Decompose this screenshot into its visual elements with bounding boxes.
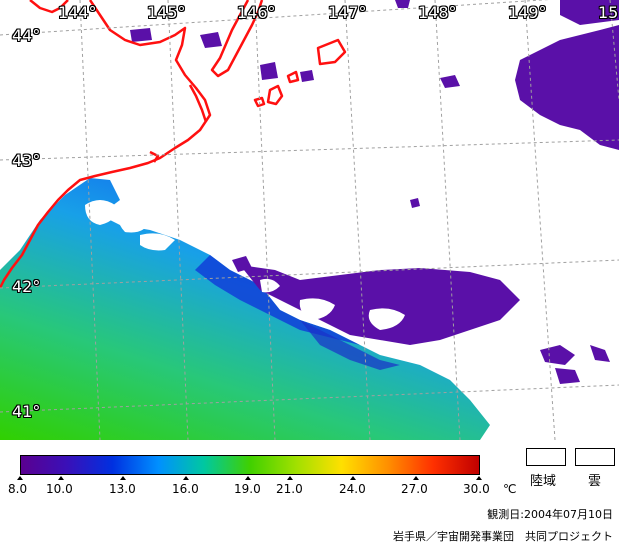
lat-label-44: 44° (12, 26, 41, 45)
colorbar-label: 21.0 (276, 482, 303, 496)
temperature-colorbar (20, 455, 480, 475)
colorbar-tick (350, 476, 356, 480)
sea-cool-band-2 (300, 320, 400, 370)
lon-label-148: 148° (418, 3, 457, 22)
colorbar-label: 16.0 (172, 482, 199, 496)
lat-label-41: 41° (12, 402, 41, 421)
colorbar-label: 8.0 (8, 482, 28, 496)
coastline (0, 0, 347, 289)
graticule (0, 0, 619, 440)
lon-label-146: 146° (237, 3, 276, 22)
cloud-legend-box (575, 448, 615, 466)
colorbar-label: 30.0 (463, 482, 490, 496)
cloud-legend-label: 雲 (588, 474, 602, 489)
lat-label-43: 43° (12, 151, 41, 170)
lat-label-42: 42° (12, 277, 41, 296)
cloud-gap (140, 233, 175, 251)
colorbar-tick (476, 476, 482, 480)
sea-temperature-area (0, 178, 490, 440)
lon-label-150: 15 (598, 3, 619, 22)
credit-text: 岩手県／宇宙開発事業団 共同プロジェクト (393, 530, 613, 543)
cloud-gap (85, 200, 116, 225)
lon-label-144: 144° (58, 3, 97, 22)
lon-label-147: 147° (328, 3, 367, 22)
colorbar-tick (245, 476, 251, 480)
colorbar-tick (287, 476, 293, 480)
cold-water-patches (130, 0, 619, 384)
colorbar-unit: ℃ (503, 482, 517, 496)
colorbar-label: 19.0 (234, 482, 261, 496)
observation-date: 観測日:2004年07月10日 (487, 508, 613, 521)
colorbar-label: 27.0 (401, 482, 428, 496)
colorbar-tick (17, 476, 23, 480)
colorbar-tick (120, 476, 126, 480)
lon-label-145: 145° (147, 3, 186, 22)
colorbar-label: 10.0 (46, 482, 73, 496)
colorbar-tick (58, 476, 64, 480)
land-legend-label: 陸域 (530, 474, 557, 489)
colorbar-tick (183, 476, 189, 480)
colorbar-label: 13.0 (109, 482, 136, 496)
colorbar-label: 24.0 (339, 482, 366, 496)
land-legend-box (526, 448, 566, 466)
cloud-gap (118, 208, 150, 233)
cloud-holes (260, 278, 405, 330)
sst-map: 144° 145° 146° 147° 148° 149° 15 44° 43°… (0, 0, 619, 440)
colorbar-tick (413, 476, 419, 480)
lon-label-149: 149° (508, 3, 547, 22)
sst-map-image (0, 0, 619, 440)
